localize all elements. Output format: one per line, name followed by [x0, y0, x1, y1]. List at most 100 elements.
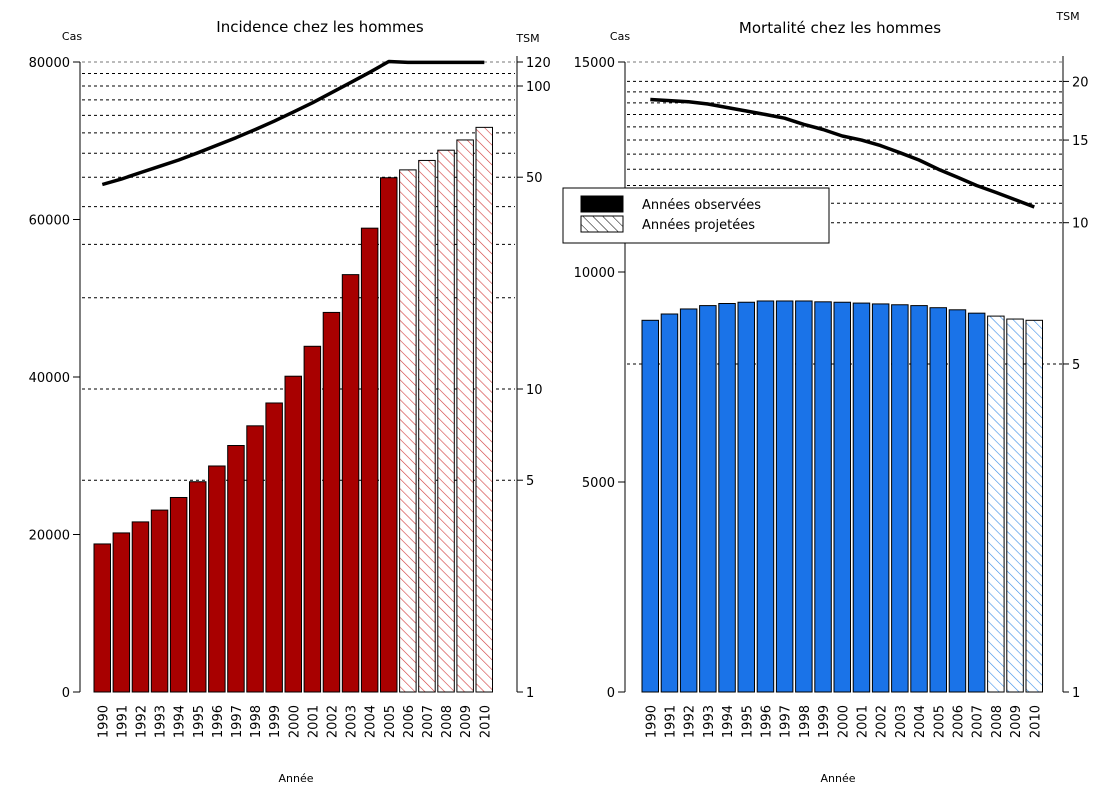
y2-tick-label: 50	[526, 171, 543, 186]
bar-observed	[360, 227, 379, 693]
bar-observed	[227, 445, 245, 693]
x-tick-label: 1997	[779, 705, 794, 738]
bar-observed	[852, 302, 871, 693]
tsm-line	[101, 59, 485, 187]
x-tick-label: 2000	[836, 705, 851, 738]
bar-observed	[284, 375, 302, 693]
bar-observed	[131, 521, 150, 693]
bar-observed	[948, 309, 967, 693]
x-tick-label: 2007	[971, 705, 986, 738]
bar-observed	[699, 305, 717, 693]
x-tick-label: 2003	[894, 705, 909, 738]
x-tick-label: 1994	[173, 705, 188, 738]
bar-observed	[208, 465, 226, 693]
bar-projected	[437, 149, 455, 693]
y2-tick-label: 20	[1072, 75, 1089, 90]
x-tick-label: 2005	[383, 705, 398, 738]
bar-observed	[891, 304, 909, 693]
bar-observed	[322, 311, 341, 693]
x-tick-label: 1992	[134, 705, 149, 738]
tsm-line	[650, 97, 1035, 209]
y-tick-label: 10000	[574, 266, 615, 281]
x-tick-label: 1998	[249, 705, 264, 738]
bar-projected	[1006, 318, 1024, 693]
bar-observed	[303, 345, 322, 693]
chart-title: Incidence chez les hommes	[216, 18, 424, 36]
x-tick-label: 1993	[154, 705, 169, 738]
bar-observed	[246, 425, 264, 693]
x-tick-label: 2001	[855, 705, 870, 738]
bar-observed	[929, 307, 947, 693]
y2-tick-label: 5	[526, 474, 534, 489]
bar-projected	[475, 126, 493, 693]
x-tick-label: 2002	[875, 705, 890, 738]
y-tick-label: 80000	[29, 56, 70, 71]
x-tick-label: 2008	[440, 705, 455, 738]
bar-observed	[265, 402, 283, 693]
x-tick-label: 2010	[1028, 705, 1043, 738]
x-tick-label: 2000	[287, 705, 302, 738]
bar-projected	[987, 315, 1005, 693]
bar-observed	[641, 319, 659, 693]
bar-observed	[756, 300, 775, 693]
x-tick-label: 2003	[345, 705, 360, 738]
legend-label-observed: Années observées	[642, 198, 761, 213]
bar-observed	[814, 301, 832, 693]
x-tick-label: 1995	[192, 705, 207, 738]
bar-observed	[660, 313, 679, 693]
y-tick-label: 20000	[29, 529, 70, 544]
x-tick-label: 1990	[96, 705, 111, 738]
x-tick-label: 2005	[932, 705, 947, 738]
bar-projected	[399, 169, 417, 693]
bar-observed	[775, 300, 794, 693]
bar-observed	[795, 300, 813, 693]
x-axis-label: Année	[820, 772, 855, 785]
x-tick-label: 1990	[644, 705, 659, 738]
legend-swatch-observed	[580, 195, 624, 213]
y2-axis-label: TSM	[1055, 10, 1079, 23]
x-tick-label: 1999	[817, 705, 832, 738]
x-tick-label: 1998	[798, 705, 813, 738]
legend: Années observées Années projetées	[562, 187, 830, 244]
chart-incidence: Incidence chez les hommes Cas TSM Année …	[29, 18, 551, 785]
bar-observed	[679, 308, 698, 693]
bar-observed	[910, 305, 928, 693]
x-tick-label: 2009	[1009, 705, 1024, 738]
x-tick-label: 1999	[268, 705, 283, 738]
x-tick-label: 1995	[740, 705, 755, 738]
bar-observed	[737, 301, 755, 693]
bar-observed	[189, 481, 207, 693]
x-tick-label: 2010	[478, 705, 493, 738]
x-tick-label: 1997	[230, 705, 245, 738]
y-tick-label: 0	[62, 686, 70, 701]
x-tick-label: 1996	[211, 705, 226, 738]
bar-observed	[93, 543, 111, 693]
x-tick-label: 2006	[402, 705, 417, 738]
y2-tick-label: 1	[526, 686, 534, 701]
y2-tick-label: 120	[526, 56, 551, 71]
y2-tick-label: 100	[526, 80, 551, 95]
x-tick-label: 1992	[683, 705, 698, 738]
x-axis-label: Année	[278, 772, 313, 785]
bar-projected	[418, 159, 436, 693]
x-tick-label: 1991	[663, 705, 678, 738]
x-tick-label: 1991	[115, 705, 130, 738]
bar-observed	[833, 301, 851, 693]
bar-observed	[718, 303, 736, 693]
legend-swatch-projected	[580, 215, 624, 233]
bar-observed	[380, 177, 398, 693]
bar-projected	[1025, 319, 1043, 693]
x-tick-label: 1994	[721, 705, 736, 738]
x-tick-label: 2004	[364, 705, 379, 738]
bar-observed	[871, 303, 890, 693]
bar-observed	[967, 312, 986, 693]
x-tick-label: 2006	[951, 705, 966, 738]
chart-title: Mortalité chez les hommes	[739, 19, 941, 37]
y2-tick-label: 5	[1072, 358, 1080, 373]
x-tick-label: 2004	[913, 705, 928, 738]
x-tick-label: 2007	[421, 705, 436, 738]
x-tick-label: 1993	[702, 705, 717, 738]
y-tick-label: 40000	[29, 371, 70, 386]
x-tick-label: 2008	[990, 705, 1005, 738]
